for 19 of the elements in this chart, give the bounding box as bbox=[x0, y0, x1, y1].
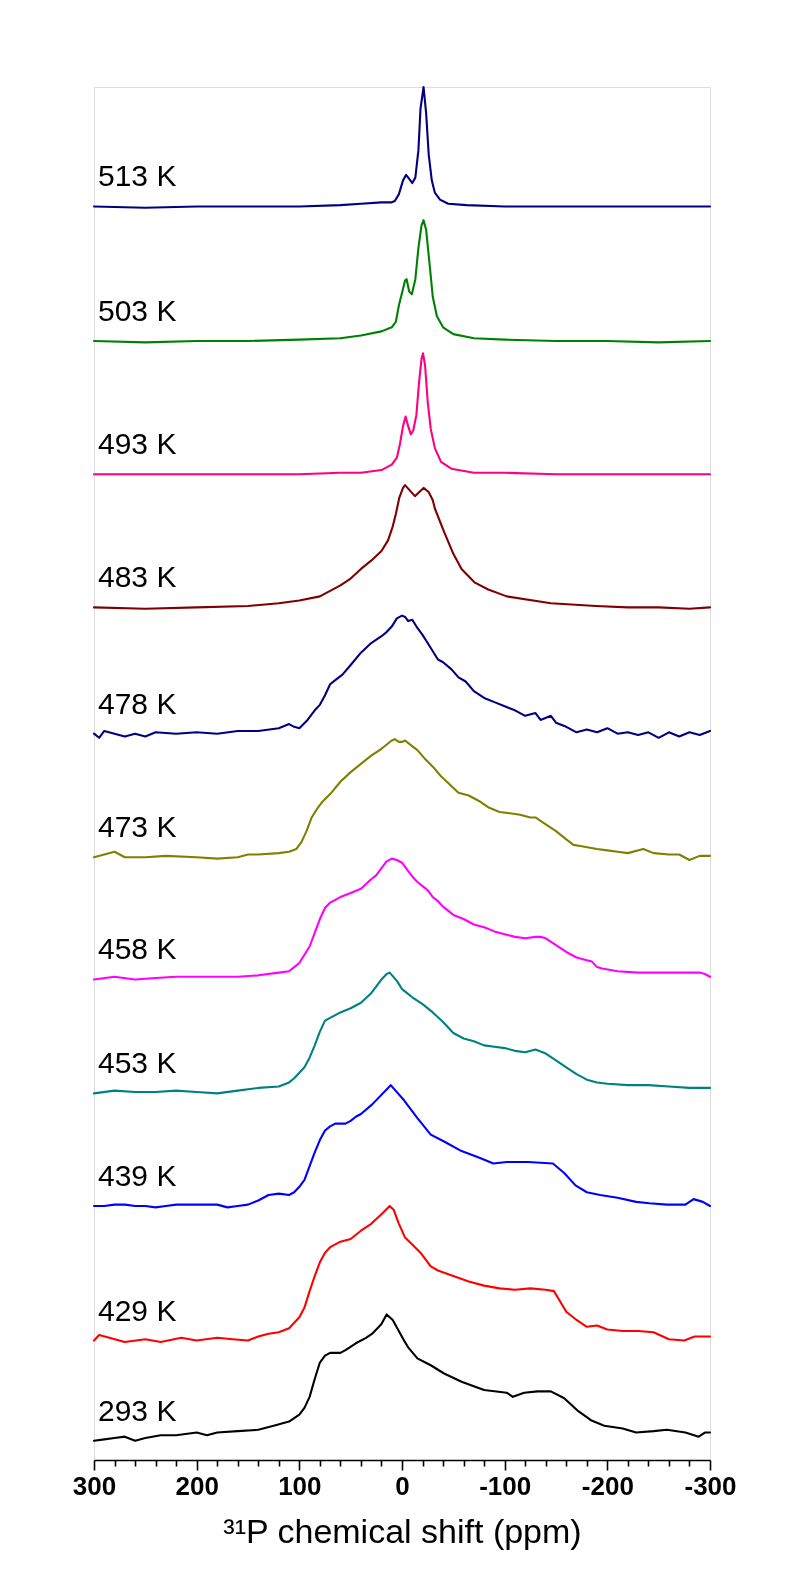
x-tick-label: -100 bbox=[479, 1470, 532, 1501]
series-label: 503 K bbox=[98, 294, 177, 328]
series-label: 513 K bbox=[98, 159, 177, 193]
series-label: 478 K bbox=[98, 686, 177, 720]
series-label: 453 K bbox=[98, 1046, 177, 1080]
series-label: 439 K bbox=[98, 1158, 177, 1192]
x-tick-label: 200 bbox=[175, 1470, 219, 1501]
x-tick-label: 0 bbox=[395, 1470, 410, 1501]
x-tick-label: 100 bbox=[278, 1470, 322, 1501]
series-label: 429 K bbox=[98, 1293, 177, 1327]
x-tick-label: -200 bbox=[581, 1470, 634, 1501]
x-tick-label: 300 bbox=[72, 1470, 117, 1501]
series-label: 458 K bbox=[98, 932, 177, 966]
x-tick-label: -300 bbox=[684, 1470, 737, 1501]
series-label: 483 K bbox=[98, 560, 177, 594]
series-label: 293 K bbox=[98, 1393, 177, 1427]
x-axis-title: ³¹P chemical shift (ppm) bbox=[223, 1511, 582, 1550]
series-label: 493 K bbox=[98, 427, 177, 461]
series-label: 473 K bbox=[98, 810, 177, 844]
